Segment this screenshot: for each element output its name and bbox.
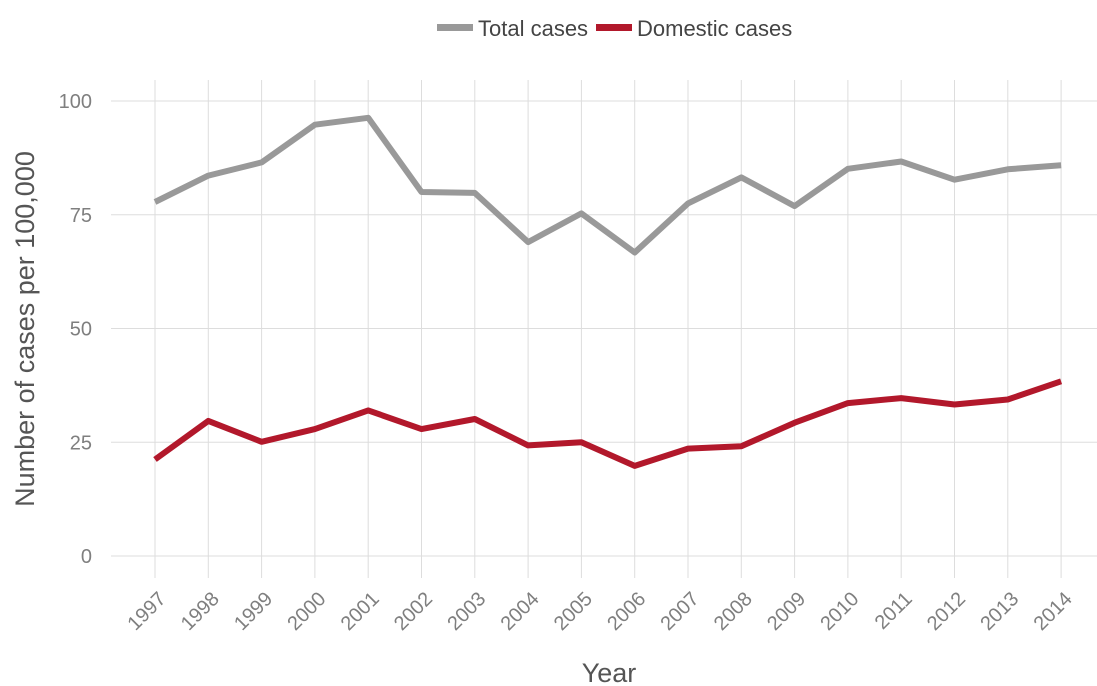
legend: Total cases Domestic cases bbox=[437, 16, 792, 41]
x-axis-title: Year bbox=[582, 658, 637, 686]
x-tick-label: 2001 bbox=[337, 588, 384, 635]
x-tick-label: 2010 bbox=[816, 588, 863, 635]
x-tick-label: 1998 bbox=[177, 588, 224, 635]
y-axis-ticks: 0 25 50 75 100 bbox=[59, 91, 92, 568]
x-tick-label: 2000 bbox=[283, 588, 330, 635]
x-tick-label: 2004 bbox=[497, 588, 544, 635]
legend-swatch bbox=[596, 24, 632, 31]
y-tick-label: 100 bbox=[59, 91, 92, 113]
grid bbox=[111, 80, 1097, 578]
y-tick-label: 25 bbox=[70, 432, 92, 454]
x-tick-label: 1999 bbox=[230, 588, 277, 635]
x-tick-label: 2002 bbox=[390, 588, 437, 635]
legend-label: Total cases bbox=[478, 16, 588, 41]
x-tick-label: 2008 bbox=[710, 588, 757, 635]
series-line-domestic-cases bbox=[153, 378, 1063, 469]
y-tick-label: 0 bbox=[81, 546, 92, 568]
legend-swatch bbox=[437, 24, 473, 31]
series-lines bbox=[153, 114, 1063, 469]
x-tick-label: 2009 bbox=[763, 588, 810, 635]
y-tick-label: 75 bbox=[70, 205, 92, 227]
x-tick-label: 2013 bbox=[976, 588, 1023, 635]
legend-label: Domestic cases bbox=[637, 16, 792, 41]
x-axis-ticks: 1997 1998 1999 2000 2001 2002 2003 2004 2005 2006… bbox=[124, 588, 1077, 635]
series-line-total-cases bbox=[153, 114, 1062, 256]
x-tick-label: 2006 bbox=[603, 588, 650, 635]
x-tick-label: 2014 bbox=[1030, 588, 1077, 635]
x-tick-label: 2012 bbox=[923, 588, 970, 635]
y-axis-title: Number of cases per 100,000 bbox=[10, 151, 40, 507]
x-tick-label: 2007 bbox=[657, 588, 704, 635]
x-tick-label: 1997 bbox=[124, 588, 171, 635]
y-tick-label: 50 bbox=[70, 319, 92, 341]
x-tick-label: 2003 bbox=[443, 588, 490, 635]
x-tick-label: 2005 bbox=[550, 588, 597, 635]
x-tick-label: 2011 bbox=[871, 588, 917, 634]
